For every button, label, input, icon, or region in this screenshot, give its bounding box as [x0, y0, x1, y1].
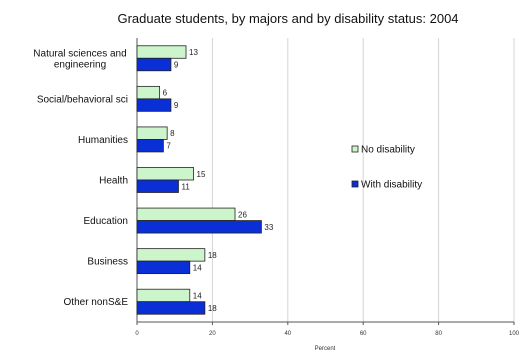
- x-tick-label: 40: [284, 331, 291, 337]
- legend-swatch: [351, 145, 359, 153]
- bar-value-label: 6: [163, 89, 168, 98]
- bar-no-disability: [136, 248, 206, 262]
- bar-value-label: 13: [189, 48, 198, 57]
- bar-no-disability: [136, 126, 168, 140]
- bar-value-label: 33: [264, 223, 273, 232]
- bar-with-disability: [136, 57, 172, 72]
- x-tick-label: 20: [209, 331, 216, 337]
- bar-with-disability: [136, 260, 191, 275]
- category-label: Humanities: [78, 135, 128, 146]
- category-label: Business: [87, 257, 128, 268]
- category-label: Education: [84, 216, 128, 227]
- bar-value-label: 11: [181, 182, 190, 191]
- x-axis-ticks: 0 20 40 60 80 100: [135, 322, 520, 337]
- bar-value-label: 8: [170, 129, 175, 138]
- bar-with-disability: [136, 98, 172, 112]
- x-tick-label: 80: [435, 331, 442, 337]
- bar-value-label: 9: [174, 101, 179, 110]
- legend-label: With disability: [361, 180, 422, 191]
- category-label: Social/behavioral sci: [37, 94, 128, 105]
- category-labels: Natural sciences and engineering Social/be…: [33, 48, 128, 308]
- bar-with-disability: [136, 220, 262, 234]
- chart-title: Graduate students, by majors and by disa…: [117, 11, 458, 26]
- legend: No disability With disability: [351, 145, 422, 191]
- category-label: Health: [99, 176, 128, 187]
- bar-with-disability: [136, 301, 206, 315]
- bar-value-label: 18: [208, 304, 217, 313]
- bar-no-disability: [136, 85, 161, 100]
- bar-no-disability: [136, 45, 187, 59]
- x-tick-label: 0: [135, 331, 139, 337]
- bar-with-disability: [136, 179, 179, 193]
- bar-value-label: 9: [174, 61, 179, 70]
- bar-value-label: 14: [193, 263, 202, 272]
- bar-with-disability: [136, 139, 164, 153]
- bar-value-label: 7: [166, 142, 171, 151]
- x-tick-label: 100: [509, 331, 520, 337]
- bar-value-label: 14: [193, 291, 202, 300]
- bar-value-label: 15: [197, 170, 206, 179]
- category-label: Other nonS&E: [64, 297, 129, 308]
- x-axis-label: Percent: [315, 346, 336, 352]
- x-tick-label: 60: [360, 331, 367, 337]
- bar-no-disability: [136, 207, 236, 221]
- bar-no-disability: [136, 288, 191, 303]
- bar-no-disability: [136, 167, 194, 181]
- bar-value-label: 18: [208, 251, 217, 260]
- category-label: Natural sciences and engineering: [33, 48, 126, 70]
- legend-label: No disability: [361, 145, 415, 156]
- bar-value-label: 26: [238, 210, 247, 219]
- legend-swatch: [351, 180, 359, 188]
